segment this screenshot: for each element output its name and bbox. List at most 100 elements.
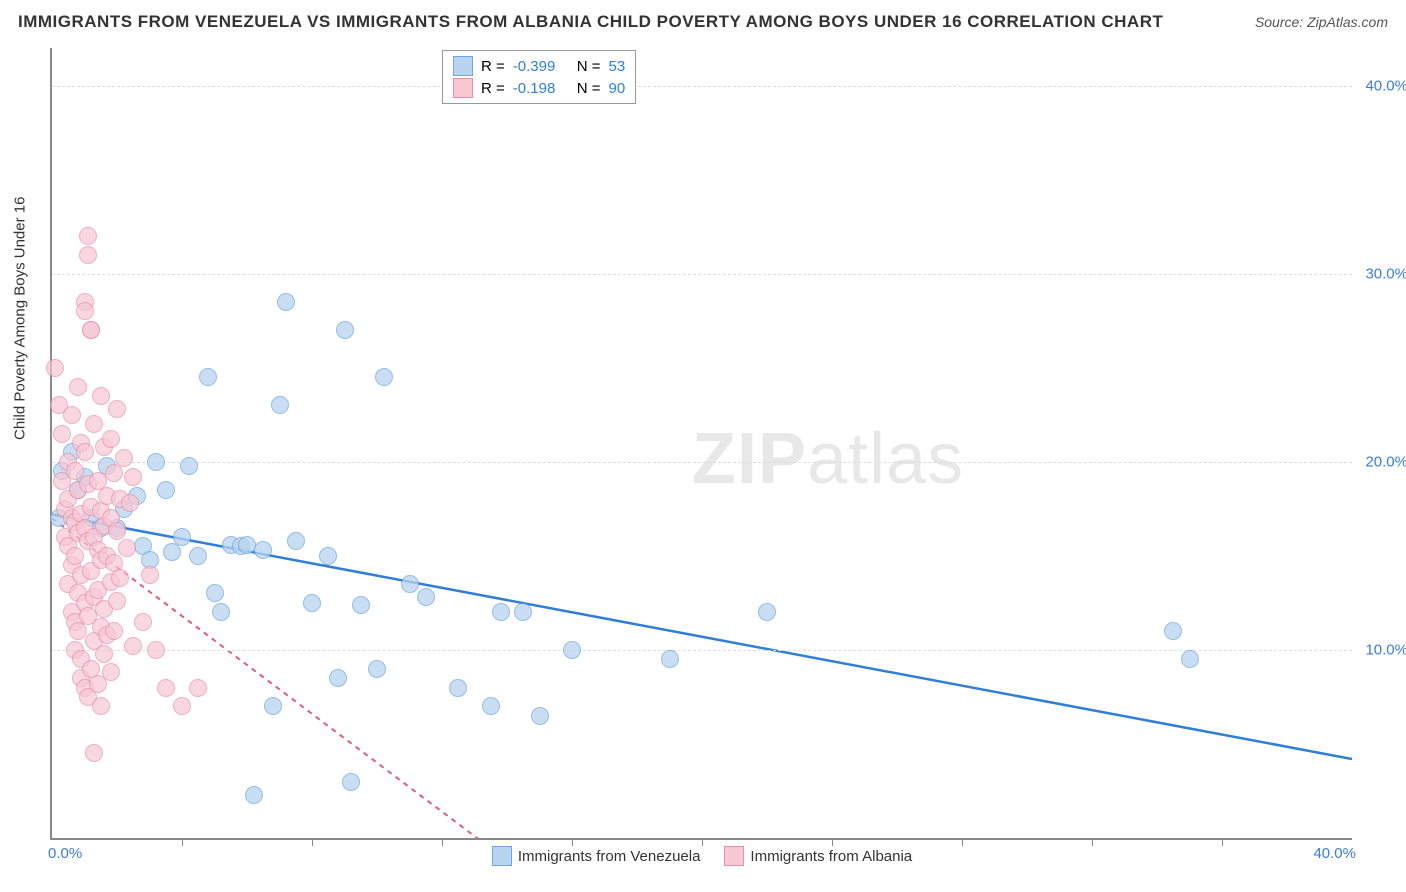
data-point-venezuela (189, 547, 207, 565)
data-point-venezuela (401, 575, 419, 593)
legend-item-albania: Immigrants from Albania (724, 846, 912, 866)
r-value-albania: -0.198 (513, 80, 569, 97)
data-point-venezuela (163, 543, 181, 561)
legend-row-albania: R = -0.198 N = 90 (453, 77, 625, 99)
data-point-venezuela (303, 594, 321, 612)
data-point-venezuela (758, 603, 776, 621)
n-value-venezuela: 53 (609, 58, 626, 75)
watermark-light: atlas (807, 419, 964, 499)
x-tick-minor (182, 838, 183, 846)
y-tick-label: 30.0% (1358, 265, 1406, 282)
n-label: N = (577, 58, 601, 75)
data-point-albania (108, 592, 126, 610)
y-axis-label: Child Poverty Among Boys Under 16 (12, 197, 29, 440)
x-tick-minor (1092, 838, 1093, 846)
plot-area: ZIPatlas R = -0.399 N = 53 R = -0.198 N … (50, 48, 1352, 840)
grid-line (52, 650, 1352, 651)
data-point-venezuela (368, 660, 386, 678)
data-point-venezuela (245, 786, 263, 804)
data-point-albania (189, 679, 207, 697)
data-point-albania (134, 613, 152, 631)
data-point-albania (85, 744, 103, 762)
y-tick-label: 10.0% (1358, 641, 1406, 658)
data-point-albania (141, 566, 159, 584)
data-point-venezuela (1181, 650, 1199, 668)
data-point-albania (46, 359, 64, 377)
trend-lines-layer (52, 48, 1352, 838)
data-point-venezuela (264, 697, 282, 715)
data-point-venezuela (319, 547, 337, 565)
r-value-venezuela: -0.399 (513, 58, 569, 75)
chart-header: IMMIGRANTS FROM VENEZUELA VS IMMIGRANTS … (18, 12, 1388, 32)
swatch-albania (453, 78, 473, 98)
x-tick-minor (832, 838, 833, 846)
data-point-albania (115, 449, 133, 467)
data-point-albania (76, 443, 94, 461)
x-tick-minor (442, 838, 443, 846)
chart-title: IMMIGRANTS FROM VENEZUELA VS IMMIGRANTS … (18, 12, 1163, 32)
data-point-albania (82, 321, 100, 339)
data-point-albania (105, 464, 123, 482)
watermark-bold: ZIP (692, 419, 807, 499)
data-point-albania (53, 425, 71, 443)
n-value-albania: 90 (609, 80, 626, 97)
data-point-venezuela (482, 697, 500, 715)
swatch-albania (724, 846, 744, 866)
data-point-venezuela (661, 650, 679, 668)
data-point-venezuela (352, 596, 370, 614)
data-point-albania (173, 697, 191, 715)
data-point-venezuela (254, 541, 272, 559)
data-point-venezuela (212, 603, 230, 621)
series-label-venezuela: Immigrants from Venezuela (518, 848, 701, 865)
data-point-venezuela (329, 669, 347, 687)
data-point-albania (121, 494, 139, 512)
data-point-venezuela (157, 481, 175, 499)
x-tick-minor (312, 838, 313, 846)
data-point-albania (92, 697, 110, 715)
chart-source: Source: ZipAtlas.com (1255, 14, 1388, 30)
data-point-venezuela (199, 368, 217, 386)
data-point-albania (124, 468, 142, 486)
x-tick-minor (572, 838, 573, 846)
data-point-venezuela (1164, 622, 1182, 640)
data-point-venezuela (563, 641, 581, 659)
data-point-albania (79, 246, 97, 264)
y-tick-label: 40.0% (1358, 77, 1406, 94)
grid-line (52, 86, 1352, 87)
data-point-albania (76, 302, 94, 320)
data-point-venezuela (173, 528, 191, 546)
legend-row-venezuela: R = -0.399 N = 53 (453, 55, 625, 77)
data-point-albania (95, 645, 113, 663)
data-point-albania (124, 637, 142, 655)
source-label: Source: (1255, 14, 1307, 30)
n-label: N = (577, 80, 601, 97)
data-point-venezuela (180, 457, 198, 475)
data-point-venezuela (449, 679, 467, 697)
data-point-venezuela (147, 453, 165, 471)
data-point-albania (85, 415, 103, 433)
data-point-albania (102, 663, 120, 681)
y-tick-label: 20.0% (1358, 453, 1406, 470)
grid-line (52, 462, 1352, 463)
x-tick-minor (702, 838, 703, 846)
data-point-albania (102, 430, 120, 448)
data-point-venezuela (277, 293, 295, 311)
series-legend: Immigrants from Venezuela Immigrants fro… (52, 846, 1352, 866)
r-label: R = (481, 58, 505, 75)
data-point-venezuela (375, 368, 393, 386)
source-value: ZipAtlas.com (1307, 14, 1388, 30)
data-point-venezuela (342, 773, 360, 791)
grid-line (52, 274, 1352, 275)
data-point-albania (118, 539, 136, 557)
data-point-albania (69, 378, 87, 396)
data-point-albania (66, 547, 84, 565)
data-point-venezuela (206, 584, 224, 602)
data-point-albania (157, 679, 175, 697)
data-point-venezuela (417, 588, 435, 606)
data-point-venezuela (531, 707, 549, 725)
data-point-venezuela (514, 603, 532, 621)
data-point-venezuela (492, 603, 510, 621)
data-point-albania (111, 569, 129, 587)
data-point-venezuela (336, 321, 354, 339)
data-point-albania (79, 227, 97, 245)
